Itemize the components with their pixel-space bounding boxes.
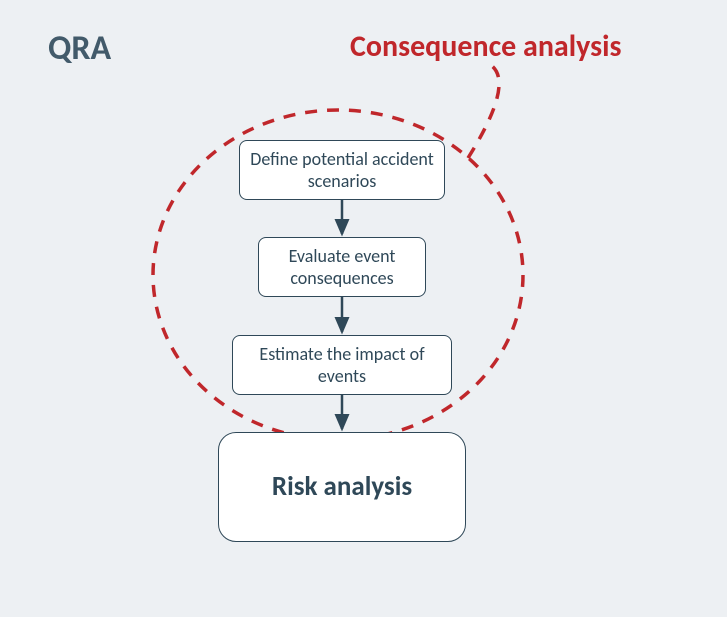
title-consequence: Consequence analysis — [350, 28, 621, 65]
node-define: Define potential accident scenarios — [239, 140, 445, 200]
node-estimate: Estimate the impact of events — [232, 335, 452, 395]
callout-leader — [468, 62, 499, 158]
title-qra: QRA — [48, 28, 111, 69]
node-evaluate: Evaluate event consequences — [258, 237, 426, 297]
diagram-canvas: QRA Consequence analysis Define potentia… — [0, 0, 727, 617]
node-risk: Risk analysis — [218, 432, 466, 542]
